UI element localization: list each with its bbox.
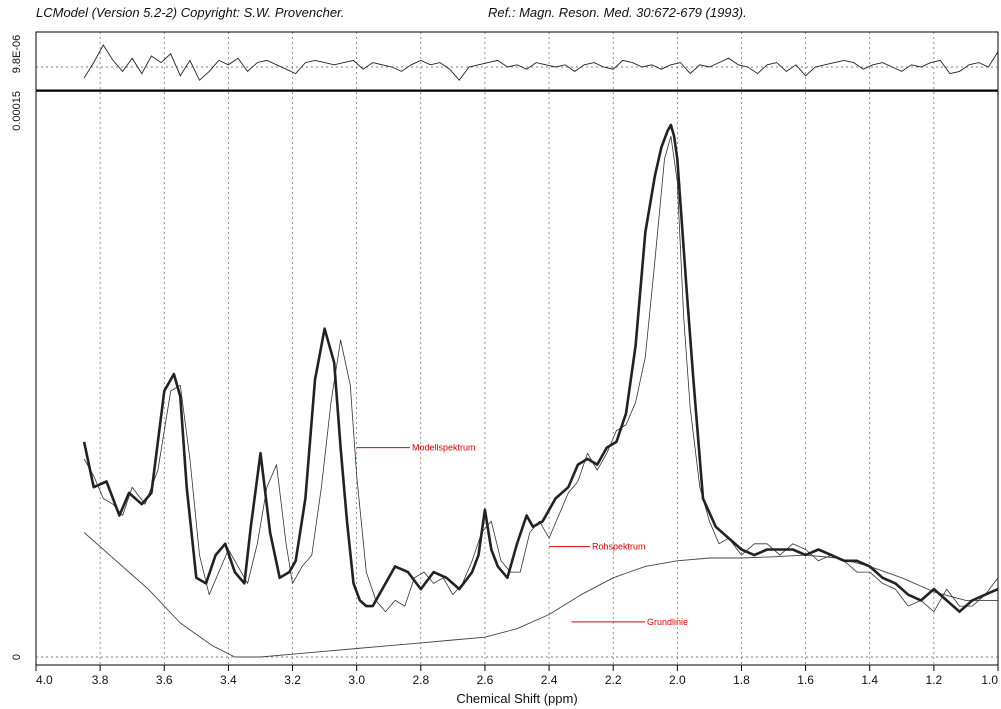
- series-group: [82, 44, 999, 658]
- x-tick-label: 1.8: [733, 673, 750, 687]
- x-tick-label: 3.6: [156, 673, 173, 687]
- x-tick-label: 1.0: [981, 673, 998, 687]
- x-tick-label: 3.8: [92, 673, 109, 687]
- y-tick-label-zero: 0: [11, 654, 23, 660]
- x-tick-label: 2.0: [669, 673, 686, 687]
- series-line-modellspektrum: [82, 123, 999, 613]
- y-tick-label-top: 0.00015: [11, 91, 23, 131]
- annotation-label: Modellspektrum: [412, 443, 476, 453]
- annotations: Modellspektrum Rohspektrum Grundlinie: [356, 443, 688, 627]
- x-tick-label: 3.2: [284, 673, 301, 687]
- x-ticks: 4.0 3.8 3.6 3.4 3.2 3.0 2.8 2.6 2.4 2.2 2.0 1.8 1.6 1…: [35, 665, 999, 687]
- x-tick-label: 3.4: [220, 673, 237, 687]
- x-tick-label: 1.4: [861, 673, 878, 687]
- residual-panel-frame: [35, 31, 999, 91]
- header-left-text: LCModel (Version 5.2-2) Copyright: S.W. …: [36, 5, 345, 20]
- x-tick-label: 1.6: [797, 673, 814, 687]
- x-tick-label: 2.6: [477, 673, 494, 687]
- x-tick-label: 2.4: [541, 673, 558, 687]
- series-line-rohspektrum: [83, 135, 999, 613]
- header-right-text: Ref.: Magn. Reson. Med. 30:672-679 (1993…: [488, 5, 747, 20]
- x-tick-label: 2.2: [605, 673, 622, 687]
- annotation-label: Rohspektrum: [592, 542, 646, 552]
- x-axis-title: Chemical Shift (ppm): [456, 691, 577, 706]
- series-line-grundlinie: [83, 532, 998, 658]
- annotation-label: Grundlinie: [647, 617, 688, 627]
- residual-axis-label: 9.8E-06: [11, 35, 23, 74]
- x-tick-label: 2.8: [412, 673, 429, 687]
- x-tick-label: 3.0: [348, 673, 365, 687]
- x-tick-label: 4.0: [36, 673, 53, 687]
- vertical-grid: [35, 32, 999, 665]
- x-tick-label: 1.2: [926, 673, 943, 687]
- residual-line: [83, 44, 999, 81]
